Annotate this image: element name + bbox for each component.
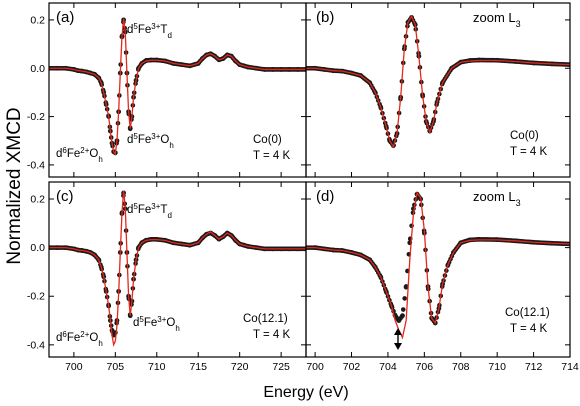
panel-d: 700 702 704 706 708 710 712 714 — [305, 181, 579, 373]
fit-series-line — [306, 14, 570, 149]
y-tick-label: -0.2 — [27, 111, 45, 123]
x-tick-label: 704 — [379, 361, 397, 373]
x-axis-label: Energy (eV) — [263, 384, 348, 401]
panel-b — [305, 2, 571, 178]
zoom-label-d: zoom L3 — [473, 189, 521, 208]
data-point — [400, 307, 406, 312]
x-tick-label: 700 — [65, 361, 83, 373]
x-tick-label: 714 — [561, 361, 579, 373]
annotation-fe3-td-a: d5Fe3+Td — [127, 22, 172, 40]
x-tick-label: 702 — [343, 361, 361, 373]
sample-label-c: Co(12.1) — [243, 313, 288, 325]
annotation-fe3-td-c: d5Fe3+Td — [127, 202, 172, 220]
temperature-label-b: T = 4 K — [510, 146, 548, 158]
y-tick-label: -0.4 — [27, 339, 45, 351]
panel-a: -0.4 -0.2 0.0 0.2 — [27, 2, 307, 178]
panel-b-frame — [305, 2, 571, 178]
y-axis-label: Normalized XMCD — [4, 107, 25, 264]
fit-series-line — [49, 18, 306, 156]
double-arrow-icon — [394, 328, 402, 350]
panel-a-annotations: (a) d5Fe3+Td d5Fe3+Oh d6Fe2+Oh Co(0) T =… — [56, 9, 291, 164]
annotation-fe3-oh-c: d5Fe3+Oh — [133, 315, 180, 333]
sample-label-a: Co(0) — [253, 134, 282, 146]
annotation-fe2-oh-a: d6Fe2+Oh — [56, 146, 103, 164]
x-tick-label: 706 — [416, 361, 434, 373]
panel-b-annotations: (b) zoom L3 Co(0) T = 4 K — [316, 9, 548, 158]
data-point — [400, 313, 405, 319]
y-tick-label: -0.4 — [27, 159, 45, 171]
temperature-label-c: T = 4 K — [253, 329, 291, 341]
panel-b-label: (b) — [316, 9, 334, 26]
zoom-label-b: zoom L3 — [473, 10, 521, 29]
sample-label-d: Co(12.1) — [505, 307, 550, 319]
y-tick-label: 0.2 — [30, 14, 45, 26]
data-point — [403, 284, 409, 289]
x-tick-label: 720 — [231, 361, 249, 373]
temperature-label-d: T = 4 K — [510, 323, 548, 335]
y-tick-label: 0.0 — [30, 242, 45, 254]
panel-d-frame — [305, 181, 571, 358]
panel-a-ticks — [49, 3, 306, 177]
panel-c-annotations: (c) d5Fe3+Td d5Fe3+Oh d6Fe2+Oh Co(12.1) … — [56, 188, 291, 348]
y-tick-label: 0.2 — [30, 194, 45, 206]
x-tick-label: 708 — [452, 361, 470, 373]
y-tick-label: -0.2 — [27, 291, 45, 303]
x-tick-label: 712 — [525, 361, 543, 373]
x-tick-label: 725 — [272, 361, 290, 373]
panel-c-plot — [49, 190, 306, 348]
panel-b-plot — [306, 14, 570, 149]
y-tick-label: 0.0 — [30, 63, 45, 75]
panel-d-label: (d) — [316, 188, 334, 205]
data-point — [396, 318, 402, 323]
fit-series-line — [306, 191, 570, 340]
fit-series-line — [49, 190, 306, 348]
data-point — [402, 296, 407, 301]
temperature-label-a: T = 4 K — [253, 150, 291, 162]
x-tick-label: 700 — [306, 361, 324, 373]
panel-a-label: (a) — [56, 9, 74, 26]
x-tick-label: 710 — [148, 361, 166, 373]
panel-d-annotations: (d) zoom L3 Co(12.1) T = 4 K — [316, 188, 550, 350]
x-tick-label: 705 — [107, 361, 125, 373]
annotation-fe3-oh-a: d5Fe3+Oh — [127, 132, 174, 150]
annotation-fe2-oh-c: d6Fe2+Oh — [56, 330, 103, 348]
panel-c-label: (c) — [56, 188, 74, 205]
panel-c-ticks — [49, 182, 306, 357]
x-tick-label: 715 — [189, 361, 207, 373]
x-tick-label: 710 — [488, 361, 506, 373]
sample-label-b: Co(0) — [510, 130, 539, 142]
panel-a-plot — [49, 17, 306, 156]
panel-d-plot — [306, 191, 570, 340]
